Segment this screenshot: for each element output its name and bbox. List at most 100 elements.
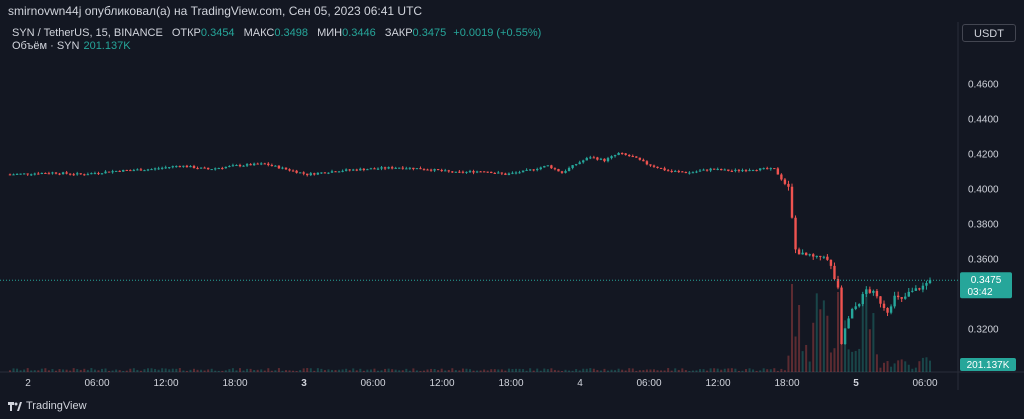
volume-bar [918, 361, 921, 372]
candle-body [925, 283, 928, 286]
candle-body [681, 171, 684, 173]
volume-bar [766, 369, 769, 372]
candle-body [178, 166, 182, 168]
candle-body [475, 171, 479, 173]
candle-body [111, 171, 114, 173]
volume-bar [465, 368, 468, 372]
candle-body [228, 166, 231, 168]
volume-bar [929, 360, 931, 372]
volume-bar [769, 369, 772, 372]
volume-bar [242, 370, 245, 372]
candle-body [288, 169, 291, 171]
candle-body [408, 167, 412, 169]
candle-body [737, 169, 741, 171]
volume-bar [536, 368, 539, 372]
candle-body [153, 168, 157, 170]
volume-bar [716, 368, 719, 372]
candle-body [37, 173, 40, 175]
candle-body [677, 171, 680, 173]
candle-body [249, 164, 252, 166]
candle-body [674, 171, 677, 173]
y-tick-label: 0.3800 [968, 219, 999, 230]
price-tag-value: 0.3475 [971, 275, 1002, 286]
candle-body [260, 163, 263, 165]
volume-bar [200, 369, 203, 372]
candle-body [904, 296, 907, 299]
candle-body [479, 171, 482, 173]
volume-bar [614, 370, 617, 372]
volume-label[interactable]: Объём · SYN [12, 40, 80, 52]
open-label: ОТКР [171, 27, 201, 39]
candle-body [652, 165, 656, 167]
candle-body [603, 158, 606, 162]
volume-bar [377, 370, 379, 372]
volume-bar [214, 370, 217, 372]
symbol-name[interactable]: SYN / TetherUS, 15, BINANCE [12, 27, 163, 39]
volume-bar [316, 368, 319, 372]
candle-body [390, 167, 394, 169]
candle-body [401, 167, 404, 169]
candle-body [741, 170, 744, 172]
volume-bar [384, 368, 387, 372]
volume-bar [861, 296, 864, 372]
candle-body [500, 172, 504, 174]
candle-body [143, 170, 146, 172]
candle-body [882, 303, 886, 308]
candle-body [245, 164, 249, 166]
candle-body [433, 169, 436, 171]
symbol-legend: SYN / TetherUS, 15, BINANCE ОТКР0.3454 М… [12, 26, 541, 40]
low-label: МИН [317, 27, 343, 39]
volume-bar [203, 370, 206, 372]
candle-body [451, 171, 454, 173]
volume-bar [281, 370, 284, 372]
candle-body [422, 169, 426, 171]
candle-body [723, 169, 726, 171]
candle-body [380, 167, 383, 169]
candle-body [907, 291, 910, 297]
candle-body [129, 170, 132, 172]
candle-body [458, 171, 461, 173]
volume-bar [469, 369, 471, 372]
candle-body [306, 173, 309, 176]
volume-bars [9, 284, 931, 372]
volume-bar [500, 369, 503, 372]
candle-body [221, 168, 224, 170]
candle-body [231, 165, 235, 167]
candle-body [695, 171, 698, 173]
volume-bar [907, 364, 910, 372]
candle-body [482, 171, 486, 173]
volume-bar [313, 370, 316, 372]
volume-bar [58, 369, 61, 372]
candle-body [104, 171, 107, 174]
volume-bar [844, 320, 847, 372]
candle-body [100, 173, 104, 175]
volume-bar [306, 368, 309, 372]
volume-bar [51, 369, 54, 372]
candle-body [525, 169, 528, 171]
candle-body [776, 168, 780, 175]
volume-bar [815, 293, 818, 372]
volume-bar [253, 369, 256, 372]
volume-bar [819, 309, 822, 372]
volume-bar [585, 368, 588, 372]
candle-body [429, 169, 433, 171]
volume-bar [72, 368, 75, 372]
currency-button[interactable]: USDT [962, 24, 1016, 42]
candle-body [203, 167, 206, 169]
x-tick-label: 12:00 [429, 378, 454, 389]
publisher-header: smirnovwn44j опубликовал(а) на TradingVi… [8, 4, 423, 18]
candle-body [868, 289, 872, 293]
x-tick-label: 06:00 [636, 378, 661, 389]
footer-brand-text: TradingView [26, 400, 87, 412]
volume-bar [288, 370, 291, 372]
candle-body [567, 167, 571, 172]
candle-body [355, 169, 358, 171]
volume-bar [553, 369, 556, 372]
volume-bar [865, 294, 868, 372]
volume-bar [635, 370, 638, 372]
candle-body [192, 166, 196, 169]
volume-bar [875, 354, 878, 372]
volume-bar [727, 368, 730, 372]
candle-body [168, 167, 171, 169]
